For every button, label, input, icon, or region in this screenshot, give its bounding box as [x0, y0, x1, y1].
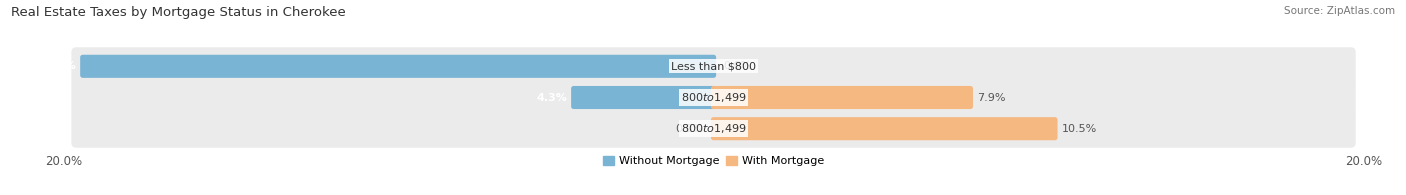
FancyBboxPatch shape	[80, 55, 716, 78]
Text: Less than $800: Less than $800	[671, 61, 756, 71]
Legend: Without Mortgage, With Mortgage: Without Mortgage, With Mortgage	[599, 151, 828, 171]
Text: $800 to $1,499: $800 to $1,499	[681, 91, 747, 104]
FancyBboxPatch shape	[711, 86, 973, 109]
Text: Source: ZipAtlas.com: Source: ZipAtlas.com	[1284, 6, 1395, 16]
FancyBboxPatch shape	[72, 47, 1355, 85]
Text: 0.0%: 0.0%	[723, 61, 752, 71]
Text: Real Estate Taxes by Mortgage Status in Cherokee: Real Estate Taxes by Mortgage Status in …	[11, 6, 346, 19]
Text: 7.9%: 7.9%	[977, 92, 1005, 103]
FancyBboxPatch shape	[72, 78, 1355, 117]
Text: $800 to $1,499: $800 to $1,499	[681, 122, 747, 135]
FancyBboxPatch shape	[711, 117, 1057, 140]
Text: 19.4%: 19.4%	[38, 61, 76, 71]
FancyBboxPatch shape	[72, 110, 1355, 148]
Text: 4.3%: 4.3%	[536, 92, 567, 103]
Text: 10.5%: 10.5%	[1062, 124, 1097, 134]
Text: 0.0%: 0.0%	[675, 124, 704, 134]
FancyBboxPatch shape	[571, 86, 716, 109]
